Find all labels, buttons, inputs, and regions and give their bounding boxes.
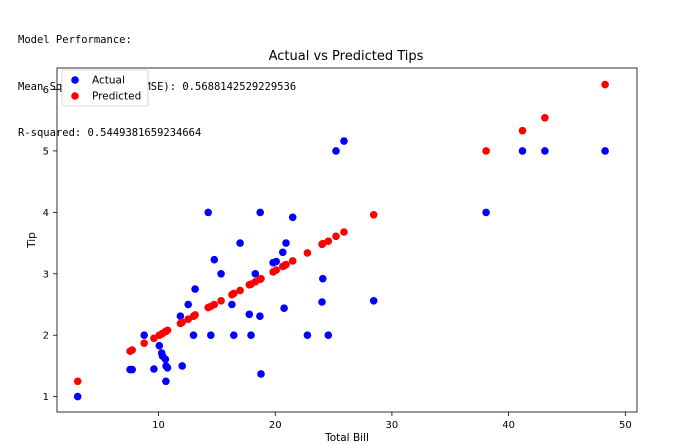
y-tick-label: 1 <box>43 392 49 403</box>
actual-point-42 <box>369 297 378 305</box>
legend-marker-actual <box>71 76 79 84</box>
legend-box <box>61 69 149 107</box>
x-tick-label: 20 <box>269 420 282 431</box>
actual-point-39 <box>324 331 333 340</box>
output-line-r2: R-squared: 0.5449381659234664 <box>18 127 202 139</box>
x-axis: 10 20 30 40 50 <box>152 412 632 431</box>
actual-point-12 <box>176 312 185 321</box>
actual-point-15 <box>189 331 198 340</box>
actual-point-11 <box>161 355 170 364</box>
predicted-point-3 <box>140 339 148 348</box>
legend: Actual Predicted <box>61 69 149 107</box>
predicted-point-35 <box>303 249 312 257</box>
actual-point-36 <box>303 331 312 340</box>
actual-point-4 <box>150 365 158 373</box>
plot-points <box>73 80 609 401</box>
predicted-point-28 <box>257 274 265 283</box>
actual-point-27 <box>256 312 264 321</box>
y-tick-label: 5 <box>43 146 49 157</box>
predicted-point-12 <box>178 318 186 327</box>
predicted-point-43 <box>518 126 527 135</box>
x-axis-label: Total Bill <box>324 432 369 444</box>
predicted-point-45 <box>601 80 609 89</box>
actual-point-26 <box>251 270 260 278</box>
actual-point-40 <box>332 147 340 155</box>
predicted-point-18 <box>210 300 219 309</box>
actual-point-3 <box>140 331 148 340</box>
legend-label-actual: Actual <box>92 75 125 87</box>
actual-point-17 <box>204 208 212 217</box>
actual-point-23 <box>236 239 244 247</box>
predicted-point-40 <box>340 228 348 236</box>
actual-point-8 <box>162 377 170 386</box>
actual-point-24 <box>245 310 254 319</box>
actual-point-38 <box>319 274 327 283</box>
actual-point-18 <box>207 331 215 340</box>
y-tick-label: 3 <box>43 269 49 280</box>
actual-point-0 <box>73 392 82 401</box>
actual-point-46 <box>601 147 609 155</box>
actual-point-32 <box>279 248 287 257</box>
predicted-point-0 <box>73 377 82 386</box>
predicted-point-33 <box>282 260 290 269</box>
actual-point-34 <box>282 239 290 247</box>
y-axis: 1 2 3 4 5 6 <box>43 85 57 403</box>
predicted-point-44 <box>541 114 549 122</box>
chart-title: Actual vs Predicted Tips <box>269 49 424 64</box>
actual-point-5 <box>155 341 164 350</box>
legend-marker-predicted <box>71 92 79 100</box>
predicted-point-30 <box>272 266 281 274</box>
predicted-point-41 <box>369 211 378 219</box>
predicted-point-38 <box>324 237 333 245</box>
actual-point-41 <box>340 137 348 145</box>
predicted-point-21 <box>230 289 238 298</box>
actual-point-28 <box>256 208 265 217</box>
actual-point-19 <box>210 255 219 264</box>
predicted-point-2 <box>128 346 136 354</box>
x-tick-label: 40 <box>502 420 515 431</box>
actual-point-13 <box>178 362 186 370</box>
actual-point-44 <box>518 147 527 155</box>
predicted-point-10 <box>163 326 172 335</box>
y-tick-label: 4 <box>43 208 49 219</box>
legend-label-predicted: Predicted <box>92 91 141 103</box>
actual-point-31 <box>272 257 281 266</box>
x-tick-label: 50 <box>619 420 632 431</box>
actual-point-29 <box>257 370 265 378</box>
actual-point-21 <box>228 300 236 309</box>
actual-point-20 <box>217 270 225 278</box>
actual-point-33 <box>280 304 288 313</box>
actual-point-14 <box>184 300 192 309</box>
x-tick-label: 10 <box>152 420 165 431</box>
predicted-point-39 <box>332 232 340 241</box>
predicted-point-19 <box>217 297 225 305</box>
actual-point-10 <box>163 364 172 372</box>
y-tick-label: 6 <box>43 85 49 96</box>
predicted-point-42 <box>482 147 490 155</box>
y-axis-label: Tip <box>26 232 38 249</box>
actual-point-45 <box>541 147 549 155</box>
y-tick-label: 2 <box>43 331 49 342</box>
actual-point-22 <box>230 331 238 340</box>
predicted-point-22 <box>236 286 244 295</box>
actual-point-25 <box>247 331 255 340</box>
actual-point-37 <box>318 298 326 306</box>
output-line-title: Model Performance: <box>18 34 132 46</box>
actual-point-43 <box>482 208 490 217</box>
actual-point-35 <box>288 213 297 222</box>
x-tick-label: 30 <box>386 420 399 431</box>
plot-area-frame <box>56 67 638 413</box>
predicted-point-34 <box>288 257 297 265</box>
actual-point-2 <box>128 365 136 374</box>
actual-point-16 <box>191 285 199 293</box>
predicted-point-15 <box>191 311 199 319</box>
